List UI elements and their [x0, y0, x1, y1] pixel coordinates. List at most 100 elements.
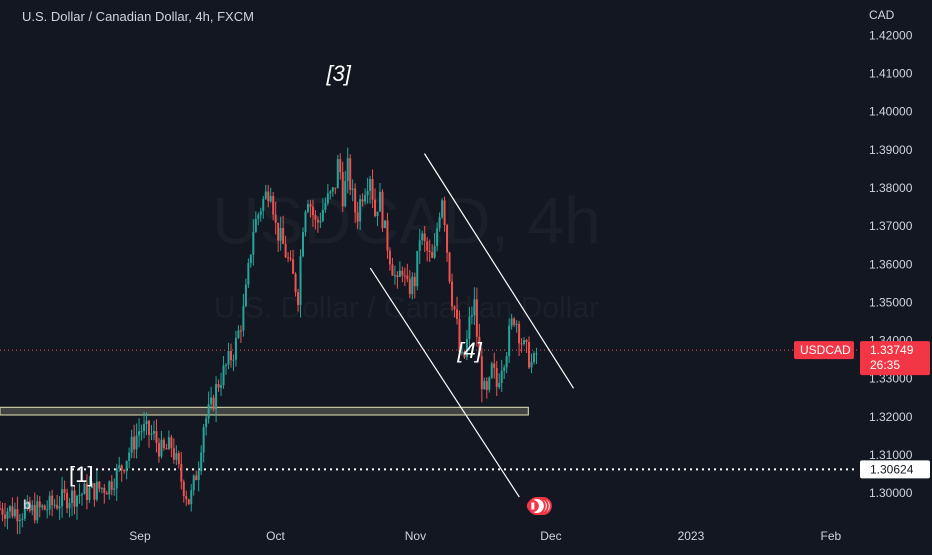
candle-body [451, 281, 454, 307]
last-price-tag [860, 341, 930, 376]
b-marker-icon[interactable]: b [23, 497, 31, 512]
candle-body [103, 487, 106, 494]
candle-body [396, 275, 399, 277]
candle-body [43, 505, 46, 510]
candle-body [426, 241, 429, 251]
candle-body [13, 509, 16, 517]
candle-body [336, 159, 339, 189]
reference-price-tag [860, 460, 930, 479]
candle-body [374, 199, 377, 217]
candle-body [90, 483, 93, 488]
candle-body [98, 481, 101, 489]
candle-body [85, 483, 88, 501]
candle-body [26, 501, 29, 509]
candle-body [535, 353, 538, 355]
candle-body [480, 356, 483, 390]
candle-body [6, 511, 9, 519]
candle-body [53, 504, 56, 506]
candle-body [306, 204, 309, 212]
candles[interactable] [0, 147, 538, 535]
candle-body [172, 448, 175, 460]
candle-body [187, 499, 190, 505]
candle-body [254, 218, 257, 233]
candle-body [354, 188, 357, 213]
price-axis[interactable]: CAD1.300001.310001.320001.330001.340001.… [794, 8, 930, 500]
candle-body [277, 222, 280, 241]
candle-body [431, 252, 434, 258]
candle-body [319, 220, 322, 223]
y-tick-label: 1.32000 [869, 410, 913, 424]
candle-body [227, 351, 230, 365]
y-tick-label: 1.41000 [869, 67, 913, 81]
channel-lines[interactable] [369, 153, 575, 498]
candle-body [217, 384, 220, 388]
candle-body [371, 179, 374, 200]
candle-body [443, 200, 446, 226]
candle-body [237, 330, 240, 338]
candle-body [468, 316, 471, 339]
candle-body [413, 276, 416, 287]
candle-body [61, 489, 64, 507]
wave-labels[interactable]: [3] [4] [1] [69, 61, 483, 487]
candle-body [100, 487, 103, 489]
candle-body [249, 254, 252, 264]
candle-body [3, 514, 6, 519]
x-tick-label: Oct [266, 529, 285, 543]
candle-body [182, 481, 185, 497]
symbol-tag-label: USDCAD [800, 343, 851, 357]
candle-body [311, 206, 314, 216]
candle-body [356, 212, 359, 222]
candle-body [386, 220, 389, 251]
candle-body [272, 195, 275, 215]
candle-body [448, 252, 451, 282]
candle-body [16, 509, 19, 522]
candle-body [167, 437, 170, 450]
candle-body [463, 351, 466, 358]
candle-body [229, 351, 232, 361]
candle-body [120, 465, 123, 471]
candle-body [423, 233, 426, 242]
time-axis[interactable]: Sep Oct Nov Dec 2023 Feb [129, 529, 841, 543]
candle-body [388, 250, 391, 265]
candle-body [465, 338, 468, 358]
candle-body [458, 319, 461, 353]
candle-body [135, 435, 138, 450]
candle-body [11, 506, 14, 517]
candle-body [441, 200, 444, 218]
candle-body [155, 431, 158, 443]
candle-body [364, 195, 367, 202]
candle-body [446, 225, 449, 253]
candle-body [525, 340, 528, 342]
candle-body [197, 471, 200, 481]
candle-body [264, 191, 267, 199]
wave-label: [1] [69, 462, 93, 487]
candle-body [242, 306, 245, 331]
candle-body [302, 232, 305, 257]
candle-body [148, 420, 151, 435]
candle-body [369, 179, 372, 191]
candle-body [304, 211, 307, 233]
candle-body [326, 193, 329, 204]
candle-body [75, 496, 78, 507]
candle-body [232, 359, 235, 361]
candle-body [334, 187, 337, 189]
candle-body [329, 191, 332, 194]
candle-body [165, 447, 168, 450]
candle-body [66, 492, 69, 509]
candle-body [31, 504, 34, 511]
candle-body [205, 418, 208, 428]
candle-body [262, 198, 265, 211]
candle-body [351, 188, 354, 190]
candle-body [71, 490, 74, 504]
event-markers[interactable] [526, 497, 552, 515]
candle-body [485, 381, 488, 390]
support-zone[interactable] [0, 406, 529, 416]
candle-body [366, 190, 369, 196]
candle-body [128, 452, 131, 461]
candle-body [192, 475, 195, 491]
candle-body [510, 318, 513, 326]
candle-body [341, 172, 344, 207]
candle-body [118, 465, 121, 469]
